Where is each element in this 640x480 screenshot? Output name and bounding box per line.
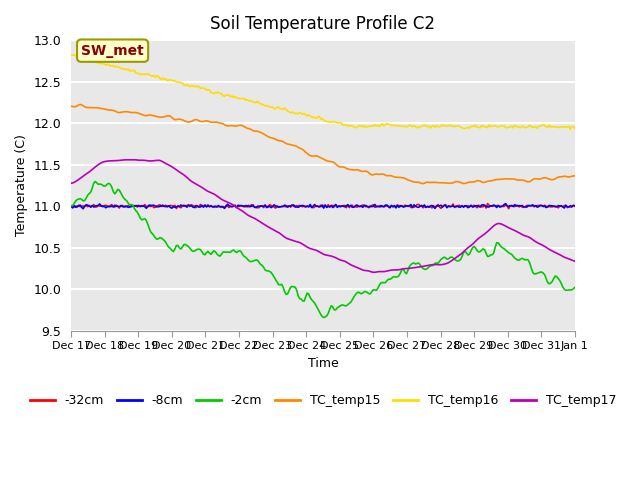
-8cm (67, 204, 75, 209)
Line: TC_temp17: TC_temp17 (71, 160, 575, 272)
-2cm (67, 203, 75, 209)
TC_temp15 (76, 102, 84, 108)
TC_temp17 (571, 258, 579, 264)
TC_temp15 (483, 179, 490, 185)
TC_temp16 (67, 52, 75, 58)
-8cm (481, 203, 488, 208)
TC_temp16 (75, 53, 83, 59)
-8cm (180, 203, 188, 209)
Line: TC_temp16: TC_temp16 (71, 55, 575, 129)
-2cm (74, 197, 81, 203)
-2cm (483, 251, 490, 256)
TC_temp16 (351, 125, 359, 131)
-8cm (502, 201, 509, 206)
-32cm (350, 204, 358, 210)
-32cm (487, 203, 495, 209)
-2cm (353, 290, 361, 296)
TC_temp15 (219, 121, 227, 127)
-2cm (320, 314, 328, 320)
TC_temp17 (369, 269, 377, 275)
Line: -32cm: -32cm (71, 204, 575, 209)
TC_temp17 (351, 264, 359, 270)
TC_temp15 (571, 173, 579, 179)
Line: TC_temp15: TC_temp15 (71, 105, 575, 183)
-32cm (479, 204, 487, 210)
-32cm (74, 204, 81, 210)
TC_temp16 (481, 124, 488, 130)
Title: Soil Temperature Profile C2: Soil Temperature Profile C2 (211, 15, 435, 33)
-2cm (92, 179, 99, 184)
TC_temp17 (488, 224, 496, 230)
Line: -8cm: -8cm (71, 204, 575, 209)
-8cm (571, 203, 579, 209)
-32cm (571, 204, 579, 209)
TC_temp15 (74, 103, 81, 109)
-32cm (484, 201, 492, 206)
-2cm (219, 249, 227, 255)
TC_temp16 (487, 124, 495, 130)
TC_temp16 (566, 126, 574, 132)
-2cm (180, 242, 188, 248)
-8cm (487, 203, 495, 209)
Line: -2cm: -2cm (71, 181, 575, 317)
Legend: -32cm, -8cm, -2cm, TC_temp15, TC_temp16, TC_temp17: -32cm, -8cm, -2cm, TC_temp15, TC_temp16,… (25, 389, 621, 412)
TC_temp16 (219, 93, 227, 99)
TC_temp17 (483, 230, 490, 236)
TC_temp17 (74, 178, 81, 183)
TC_temp15 (488, 178, 496, 183)
Text: SW_met: SW_met (81, 44, 144, 58)
-8cm (74, 204, 81, 209)
-32cm (218, 204, 225, 210)
TC_temp17 (131, 157, 138, 163)
TC_temp15 (419, 180, 427, 186)
-2cm (571, 285, 579, 290)
-32cm (67, 203, 75, 209)
X-axis label: Time: Time (308, 357, 339, 370)
-8cm (79, 206, 87, 212)
TC_temp16 (571, 126, 579, 132)
TC_temp15 (351, 167, 359, 173)
TC_temp16 (180, 82, 188, 88)
-8cm (351, 203, 359, 209)
TC_temp17 (180, 172, 188, 178)
-32cm (505, 206, 513, 212)
TC_temp17 (67, 180, 75, 186)
TC_temp15 (180, 118, 188, 123)
-2cm (488, 252, 496, 258)
-8cm (219, 204, 227, 210)
TC_temp15 (67, 103, 75, 109)
Y-axis label: Temperature (C): Temperature (C) (15, 134, 28, 237)
TC_temp16 (70, 52, 78, 58)
TC_temp17 (219, 197, 227, 203)
-32cm (179, 203, 186, 209)
